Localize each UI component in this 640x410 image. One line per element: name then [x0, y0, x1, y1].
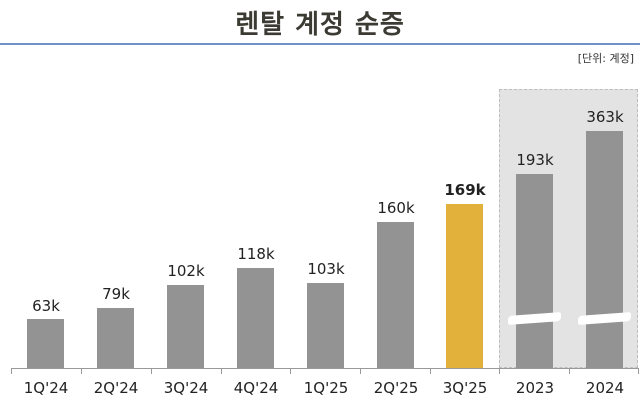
- bar-2q24: [97, 308, 134, 368]
- category-label: 2Q'25: [373, 379, 419, 397]
- bar-4q24: [237, 268, 274, 368]
- bar-3q25: [446, 204, 483, 368]
- unit-label: [단위: 계정]: [577, 52, 634, 65]
- value-label: 193k: [516, 151, 554, 169]
- category-label: 2023: [515, 379, 555, 397]
- axis-tick: [569, 368, 570, 374]
- axis-tick: [360, 368, 361, 374]
- axis-tick: [221, 368, 222, 374]
- axis-tick: [499, 368, 500, 374]
- value-label: 79k: [102, 285, 130, 303]
- axis-tick: [81, 368, 82, 374]
- bar-2023: [516, 174, 553, 368]
- category-label: 1Q'24: [23, 379, 69, 397]
- axis-tick: [430, 368, 431, 374]
- bar-1q25: [307, 283, 344, 368]
- axis-tick: [290, 368, 291, 374]
- bar-2q25: [377, 222, 414, 368]
- category-label: 3Q'25: [442, 379, 488, 397]
- category-label: 3Q'24: [163, 379, 209, 397]
- bar-3q24: [167, 285, 204, 368]
- value-label-highlight: 169k: [444, 181, 486, 199]
- axis-tick: [151, 368, 152, 374]
- category-label: 1Q'25: [303, 379, 349, 397]
- value-label: 160k: [377, 199, 415, 217]
- bar-2024: [586, 131, 623, 368]
- value-label: 102k: [167, 262, 205, 280]
- value-label: 63k: [32, 297, 60, 315]
- value-label: 363k: [586, 108, 624, 126]
- x-axis: [11, 368, 639, 369]
- title-rule: [0, 43, 640, 45]
- category-label: 2Q'24: [93, 379, 139, 397]
- bar-1q24: [27, 319, 64, 368]
- axis-tick: [638, 368, 639, 374]
- axis-tick: [11, 368, 12, 374]
- category-label: 2024: [585, 379, 625, 397]
- value-label: 118k: [237, 245, 275, 263]
- category-label: 4Q'24: [233, 379, 279, 397]
- chart-title: 렌탈 계정 순증: [235, 10, 405, 40]
- value-label: 103k: [307, 260, 345, 278]
